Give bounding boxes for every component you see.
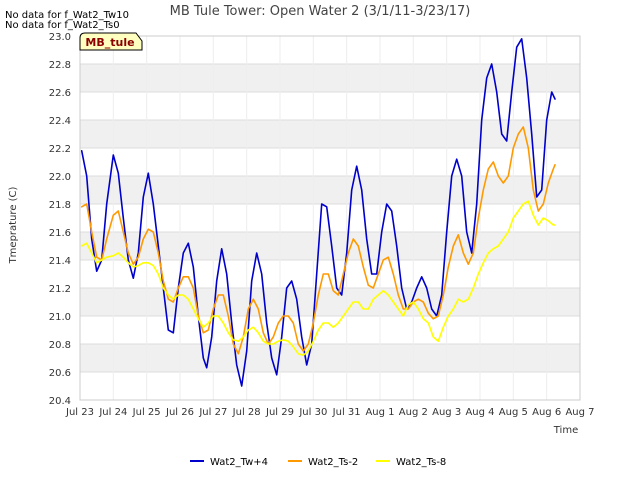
x-tick-label: Jul 23 <box>65 407 94 418</box>
band <box>80 344 580 372</box>
band <box>80 260 580 288</box>
legend: Wat2_Tw+4 Wat2_Ts-2 Wat2_Ts-8 <box>190 457 446 468</box>
x-tick-label: Jul 29 <box>265 407 294 418</box>
y-tick-label: 22.4 <box>49 116 71 127</box>
y-axis-label: Tmeprature (C) <box>8 186 19 264</box>
x-tick-label: Aug 5 <box>499 407 528 418</box>
no-data-note-ts0: No data for f_Wat2_Ts0 <box>5 20 120 31</box>
band <box>80 176 580 204</box>
y-tick-label: 20.4 <box>49 396 71 407</box>
series-line-wat2-tw-4 <box>80 38 556 387</box>
x-tick-labels: Jul 23 Jul 24 Jul 25 Jul 26 Jul 27 Jul 28 Jul … <box>65 407 595 418</box>
x-tick-label: Jul 28 <box>232 407 261 418</box>
y-tick-label: 21.2 <box>49 284 71 295</box>
band <box>80 120 580 148</box>
band <box>80 64 580 92</box>
band <box>80 148 580 176</box>
badge-shape <box>79 32 143 51</box>
y-tick-label: 21.8 <box>49 200 71 211</box>
badge-label: MB_tule <box>85 36 134 49</box>
legend-label-wat2-ts8: Wat2_Ts-8 <box>396 457 446 468</box>
x-tick-label: Jul 25 <box>132 407 161 418</box>
x-tick-label: Jul 31 <box>332 407 361 418</box>
x-tick-label: Jul 26 <box>165 407 194 418</box>
plot-background-bands <box>80 36 580 400</box>
y-tick-label: 22.6 <box>49 88 71 99</box>
x-tick-label: Aug 6 <box>532 407 561 418</box>
series-lines <box>80 38 556 387</box>
series-line-wat2-ts-2 <box>80 126 556 355</box>
no-data-note-tw10: No data for f_Wat2_Tw10 <box>5 10 129 21</box>
y-tick-label: 22.8 <box>49 60 71 71</box>
y-tick-label: 22.2 <box>49 144 71 155</box>
y-tick-label: 20.6 <box>49 368 71 379</box>
band <box>80 316 580 344</box>
y-tick-label: 20.8 <box>49 340 71 351</box>
x-tick-label: Jul 27 <box>198 407 227 418</box>
y-tick-label: 21.0 <box>49 312 71 323</box>
y-tick-label: 22.0 <box>49 172 71 183</box>
x-axis-label: Time <box>553 425 578 436</box>
x-tick-label: Aug 7 <box>565 407 594 418</box>
x-tick-label: Aug 2 <box>399 407 428 418</box>
y-tick-label: 23.0 <box>49 32 71 43</box>
plot-frame <box>79 35 581 401</box>
station-badge: MB_tule <box>79 32 143 51</box>
series-line-wat2-ts-8 <box>80 200 556 356</box>
band <box>80 372 580 400</box>
x-tick-label: Aug 4 <box>465 407 494 418</box>
band <box>80 36 580 64</box>
y-tick-label: 21.6 <box>49 228 71 239</box>
legend-label-wat2-tw4: Wat2_Tw+4 <box>210 457 268 468</box>
chart-title: MB Tule Tower: Open Water 2 (3/1/11-3/23… <box>170 4 471 19</box>
x-tick-label: Jul 30 <box>298 407 327 418</box>
y-tick-labels: 20.4 20.6 20.8 21.0 21.2 21.4 21.6 21.8 22.0 22.2… <box>49 32 71 407</box>
legend-label-wat2-ts2: Wat2_Ts-2 <box>308 457 358 468</box>
x-tick-label: Aug 3 <box>432 407 461 418</box>
band <box>80 288 580 316</box>
x-tick-label: Jul 24 <box>98 407 127 418</box>
y-tick-label: 21.4 <box>49 256 71 267</box>
x-tick-label: Aug 1 <box>365 407 394 418</box>
band <box>80 92 580 120</box>
